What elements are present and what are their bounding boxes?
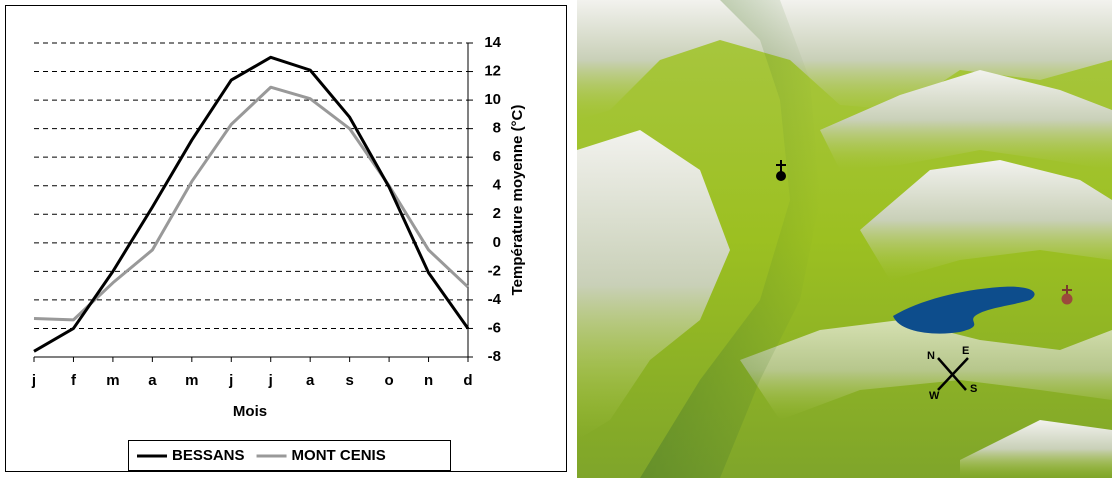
y-tick-label: -4 [488,291,502,308]
y-tick-label: 8 [493,120,501,137]
x-tick-label: d [463,372,472,389]
compass-label: E [962,345,969,357]
y-tick-label: -2 [488,262,501,279]
y-tick-label: 14 [484,34,501,51]
x-tick-label: j [268,372,273,389]
chart-frame [5,5,567,472]
y-tick-label: 12 [484,63,501,80]
compass-label: N [927,350,935,362]
y-tick-label: 0 [493,234,501,251]
x-tick-label: f [71,372,77,389]
x-tick-label: o [385,372,394,389]
compass-label: W [929,390,940,402]
x-tick-label: a [148,372,157,389]
compass-label: S [970,383,977,395]
y-tick-label: 2 [493,205,501,222]
legend-box [128,440,451,471]
x-tick-label: m [106,372,119,389]
series-line [33,85,470,322]
series-line [33,55,470,353]
legend-label: BESSANS [172,447,245,464]
legend-label: MONT CENIS [292,447,386,464]
x-tick-label: n [424,372,433,389]
y-tick-label: 10 [484,91,501,108]
x-tick-label: s [345,372,353,389]
y-tick-label: -6 [488,319,501,336]
y-axis-title: Température moyenne (°C) [509,105,526,296]
terrain: N E S W [577,0,1112,478]
x-axis-title: Mois [233,403,267,420]
x-tick-label: j [228,372,233,389]
y-tick-label: -8 [488,348,501,365]
x-tick-label: j [31,372,36,389]
x-tick-label: m [185,372,198,389]
x-tick-label: a [306,372,315,389]
y-tick-label: 6 [493,148,501,165]
y-tick-label: 4 [493,177,502,194]
